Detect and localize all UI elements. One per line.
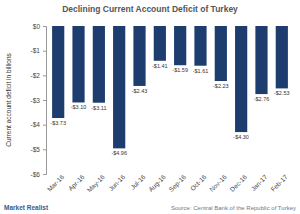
- y-tick-mark: [43, 174, 46, 175]
- brand: Market Realist: [4, 204, 49, 211]
- x-tick: Jun-16: [107, 173, 126, 192]
- data-label: -$4.96: [111, 150, 127, 156]
- data-labels: -$3.73 -$3.10 -$3.11 -$4.96 -$2.43 -$1.41 -$1.…: [50, 63, 289, 157]
- title: Declining Current Account Deficit of Tur…: [62, 4, 238, 14]
- x-tick-label: Sep-16: [167, 173, 188, 194]
- y-tick-label: -$1: [31, 47, 41, 54]
- x-tick-label: Aug-16: [147, 173, 168, 194]
- data-label: -$4.30: [233, 134, 249, 140]
- source: Source: Central Bank of the Republic of …: [171, 205, 296, 211]
- x-tick-label: Dec-16: [228, 173, 248, 193]
- bar: [215, 26, 227, 81]
- y-tick: $0: [33, 23, 46, 30]
- y-axis: $0 -$1 -$2 -$3 -$4 -$5 -$6: [31, 23, 47, 178]
- data-label: -$2.43: [132, 88, 148, 94]
- x-tick-label: Feb-17: [269, 173, 289, 193]
- bar: [133, 26, 145, 86]
- y-tick-label: -$4: [31, 121, 41, 128]
- data-label: -$2.23: [213, 83, 229, 89]
- x-tick: Feb-17: [269, 173, 289, 193]
- bar: [235, 26, 247, 132]
- x-tick: Sep-16: [167, 173, 188, 194]
- chart: Declining Current Account Deficit of Tur…: [0, 0, 300, 214]
- y-tick-label: -$3: [31, 97, 41, 104]
- x-tick-label: May-16: [86, 173, 107, 194]
- y-tick-mark: [43, 51, 46, 52]
- x-tick: Aug-16: [147, 173, 168, 194]
- bar: [194, 26, 206, 66]
- x-tick: Jul-16: [129, 173, 147, 191]
- bar: [174, 26, 186, 65]
- y-tick: -$4: [31, 121, 46, 128]
- data-label: -$2.53: [274, 90, 290, 96]
- y-tick: -$6: [31, 171, 46, 178]
- y-tick-mark: [43, 26, 46, 27]
- x-tick: Mar-16: [46, 173, 66, 193]
- data-label: -$1.59: [172, 67, 188, 73]
- x-tick-label: Nov-16: [208, 173, 228, 193]
- data-label: -$2.76: [254, 96, 270, 102]
- x-tick: Nov-16: [208, 173, 228, 193]
- y-tick-mark: [43, 100, 46, 101]
- x-tick-label: Apr-16: [67, 173, 87, 193]
- y-axis-title: Current account deficit in billions: [5, 52, 12, 146]
- data-label: -$1.41: [152, 63, 168, 69]
- y-tick-label: $0: [33, 23, 41, 30]
- y-tick-mark: [43, 149, 46, 150]
- bar: [154, 26, 166, 61]
- bar: [255, 26, 267, 94]
- x-tick-label: Jun-16: [107, 173, 126, 192]
- bar: [113, 26, 125, 148]
- x-tick: Oct-16: [189, 173, 208, 192]
- plot: $0-$1-$2-$3-$4-$5-$6Mar-16Apr-16May-16Ju…: [31, 23, 295, 195]
- bars: [52, 26, 288, 148]
- bar: [276, 26, 288, 88]
- data-label: -$1.61: [193, 68, 209, 74]
- x-tick: Apr-16: [67, 173, 87, 193]
- x-tick-label: Oct-16: [189, 173, 208, 192]
- y-tick-label: -$2: [31, 72, 41, 79]
- bar: [52, 26, 64, 118]
- bar: [72, 26, 84, 102]
- x-axis: Mar-16Apr-16May-16Jun-16Jul-16Aug-16Sep-…: [46, 173, 295, 194]
- y-tick-label: -$6: [31, 171, 41, 178]
- x-tick: May-16: [86, 173, 107, 194]
- y-tick-mark: [43, 75, 46, 76]
- y-tick-mark: [43, 125, 46, 126]
- bar: [93, 26, 105, 103]
- x-axis-line: [47, 174, 295, 175]
- y-tick: -$2: [31, 72, 46, 79]
- x-tick-label: Jul-16: [129, 173, 147, 191]
- y-tick: -$3: [31, 97, 46, 104]
- y-tick: -$5: [31, 146, 46, 153]
- x-tick-label: Mar-16: [46, 173, 66, 193]
- x-tick: Dec-16: [228, 173, 248, 193]
- x-tick: Jan-17: [249, 173, 268, 192]
- data-label: -$3.10: [71, 104, 87, 110]
- x-tick-label: Jan-17: [249, 173, 268, 192]
- y-tick-label: -$5: [31, 146, 41, 153]
- y-axis-line: [43, 27, 47, 175]
- y-tick: -$1: [31, 47, 46, 54]
- data-label: -$3.11: [91, 105, 106, 111]
- data-label: -$3.73: [50, 120, 66, 126]
